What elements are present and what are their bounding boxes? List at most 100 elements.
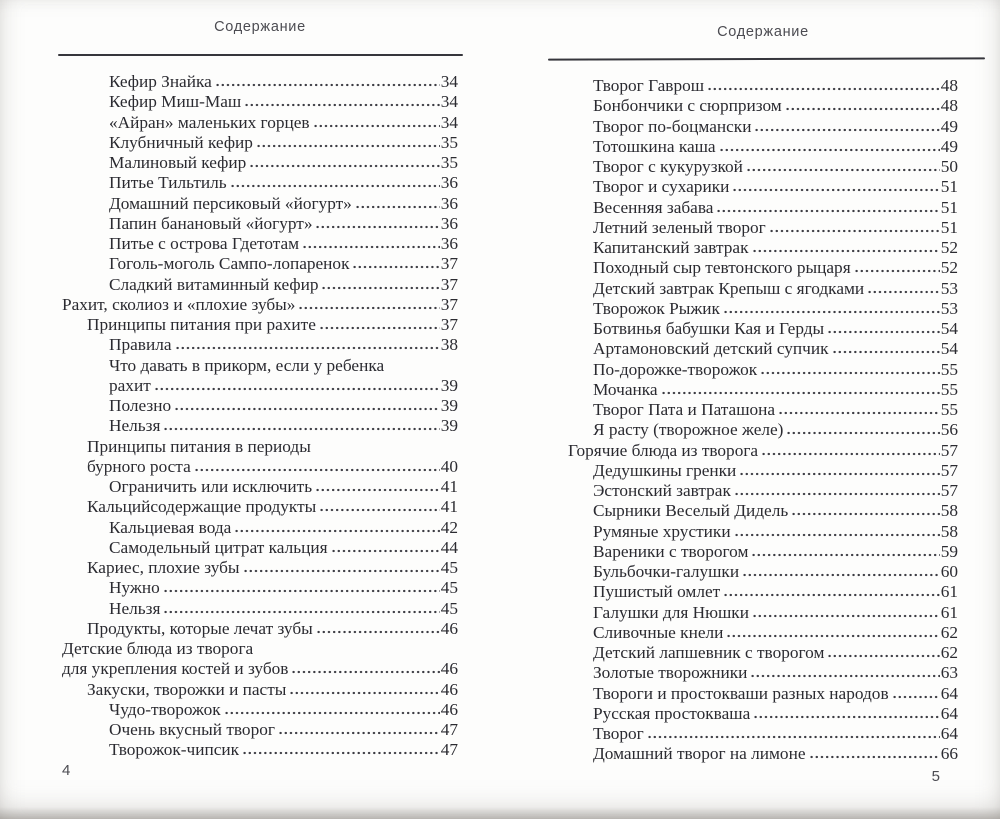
toc-entry-title: Кариес, плохие зубы xyxy=(87,558,240,577)
toc-entry-page: 58 xyxy=(940,501,958,521)
toc-entry-page: 45 xyxy=(440,558,458,577)
toc-entry-page: 59 xyxy=(940,541,958,561)
toc-entry: По-дорожке-творожок 55 xyxy=(568,360,958,380)
toc-entry-title: Детский завтрак Крепыш с ягодками xyxy=(593,278,865,298)
toc-entry: Что давать в прикорм, если у ребенка xyxy=(62,356,458,376)
toc-entry-title: Артамоновский детский супчик xyxy=(593,339,829,359)
toc-entry-title: рахит xyxy=(109,375,151,395)
dot-leader xyxy=(234,528,440,533)
dot-leader xyxy=(760,370,940,375)
toc-entry: Вареники с творогом 59 xyxy=(568,542,958,562)
toc-entry: Домашний персиковый «йогурт» 36 xyxy=(62,194,458,214)
toc-entry: Принципы питания в периоды xyxy=(62,437,458,457)
dot-leader xyxy=(174,346,440,351)
toc-entry-page: 57 xyxy=(940,460,958,480)
toc-entry-page: 57 xyxy=(940,481,958,500)
toc-entry-page: 44 xyxy=(440,537,458,557)
toc-entry-page: 46 xyxy=(440,679,458,699)
toc-entry-title: Нужно xyxy=(109,578,160,598)
dot-leader xyxy=(867,289,940,294)
toc-entry-title: Питье Тильтиль xyxy=(109,173,227,193)
toc-entries: Кефир Знайка 34 Кефир Миш-Маш 34 «Айран» мал… xyxy=(62,72,458,761)
dot-leader xyxy=(745,168,940,172)
toc-entry-title: Детский лапшевник с творогом xyxy=(593,643,825,662)
toc-entry: Чудо-творожок 46 xyxy=(62,700,458,720)
toc-entry-title: Кефир Знайка xyxy=(109,72,212,91)
toc-entry-title: Кальцийсодержащие продукты xyxy=(87,497,317,517)
toc-entry-title: Летний зеленый творог xyxy=(593,217,766,237)
toc-entry-page: 52 xyxy=(940,238,958,257)
dot-leader xyxy=(298,305,440,310)
dot-leader xyxy=(716,208,940,213)
toc-entry-page: 48 xyxy=(940,76,958,95)
dot-leader xyxy=(330,548,440,553)
toc-entry-title: Румяные хрустики xyxy=(593,521,731,541)
toc-entry-title: Русская простокваша xyxy=(593,703,751,723)
toc-entry-page: 37 xyxy=(440,294,458,314)
toc-entry-title: Чудо-творожок xyxy=(109,699,221,719)
toc-entry-title: Ботвинья бабушки Кая и Герды xyxy=(593,319,825,338)
toc-entry: Папин банановый «йогурт» 36 xyxy=(62,214,458,234)
toc-entry-title: Тотошкина каша xyxy=(593,136,716,156)
toc-entry-page: 41 xyxy=(440,477,458,496)
toc-entry-page: 36 xyxy=(440,213,458,233)
toc-entry-title: Принципы питания при рахите xyxy=(87,315,316,334)
toc-entry-title: Что давать в прикорм, если у ребенка xyxy=(109,355,385,375)
toc-entry-title: бурного роста xyxy=(87,456,191,476)
toc-entry: Походный сыр тевтонского рыцаря 52 xyxy=(568,258,958,278)
dot-leader xyxy=(723,593,940,598)
dot-leader xyxy=(718,147,940,152)
dot-leader xyxy=(733,532,940,537)
toc-entry-page: 58 xyxy=(940,521,958,541)
toc-entry-title: Кефир Миш-Маш xyxy=(109,92,242,112)
toc-entry: Ограничить или исключить 41 xyxy=(62,477,458,497)
toc-entry-page: 51 xyxy=(940,177,958,197)
toc-entry: Рахит, сколиоз и «плохие зубы» 37 xyxy=(62,295,458,315)
dot-leader xyxy=(302,245,440,249)
dot-leader xyxy=(174,407,440,411)
toc-entry-title: Продукты, которые лечат зубы xyxy=(87,618,313,638)
dot-leader xyxy=(827,654,940,658)
dot-leader xyxy=(827,330,940,334)
toc-entry-page: 35 xyxy=(440,153,458,172)
toc-entry: Нельзя 45 xyxy=(62,599,458,619)
dot-leader xyxy=(831,350,940,355)
toc-entry-page: 55 xyxy=(940,379,958,399)
toc-entry-page: 49 xyxy=(940,116,958,136)
toc-entry-title: Мочанка xyxy=(593,379,658,399)
toc-entry-title: Малиновый кефир xyxy=(109,153,247,172)
toc-entry-page: 39 xyxy=(440,396,458,415)
toc-entry-page: 57 xyxy=(940,440,958,460)
toc-entry-title: Домашний творог на лимоне xyxy=(593,744,806,764)
dot-leader xyxy=(312,123,440,128)
toc-page-left: Содержание Кефир Знайка 34 Кефир Миш-Маш 34… xyxy=(58,0,463,819)
toc-entry: Кальцийсодержащие продукты 41 xyxy=(62,497,458,517)
toc-entry: Детский лапшевник с творогом 62 xyxy=(568,643,958,663)
toc-entry-page: 36 xyxy=(440,193,458,213)
toc-entry-page: 48 xyxy=(940,96,958,116)
toc-entry-title: Ограничить или исключить xyxy=(109,477,313,496)
toc-entry: Продукты, которые лечат зубы 46 xyxy=(62,619,458,639)
dot-leader xyxy=(742,573,940,577)
dot-leader xyxy=(646,735,940,739)
toc-entry-title: Горячие блюда из творога xyxy=(568,440,759,460)
toc-entry-page: 56 xyxy=(940,420,958,440)
toc-entry-page: 62 xyxy=(940,643,958,662)
toc-entry: Горячие блюда из творога 57 xyxy=(568,441,958,461)
toc-entry-title: Гоголь-моголь Сампо-лопаренок xyxy=(109,254,350,274)
toc-entry-page: 36 xyxy=(440,234,458,253)
toc-entry: Бульбочки-галушки 60 xyxy=(568,562,958,582)
dot-leader xyxy=(315,224,440,229)
toc-entry-title: Дедушкины гренки xyxy=(593,460,737,480)
toc-entry: Бонбончики с сюрпризом 48 xyxy=(568,96,958,116)
toc-entry-page: 37 xyxy=(440,274,458,294)
toc-entry-title: «Айран» маленьких горцев xyxy=(109,112,310,132)
toc-entry-page: 62 xyxy=(940,622,958,642)
toc-entry-page: 45 xyxy=(440,598,458,618)
dot-leader xyxy=(808,755,940,760)
toc-entry: Нужно 45 xyxy=(62,578,458,598)
toc-entry-page: 64 xyxy=(940,683,958,703)
toc-entry-title: Детские блюда из творога xyxy=(62,639,254,658)
dot-leader xyxy=(153,386,440,391)
dot-leader xyxy=(739,471,940,476)
